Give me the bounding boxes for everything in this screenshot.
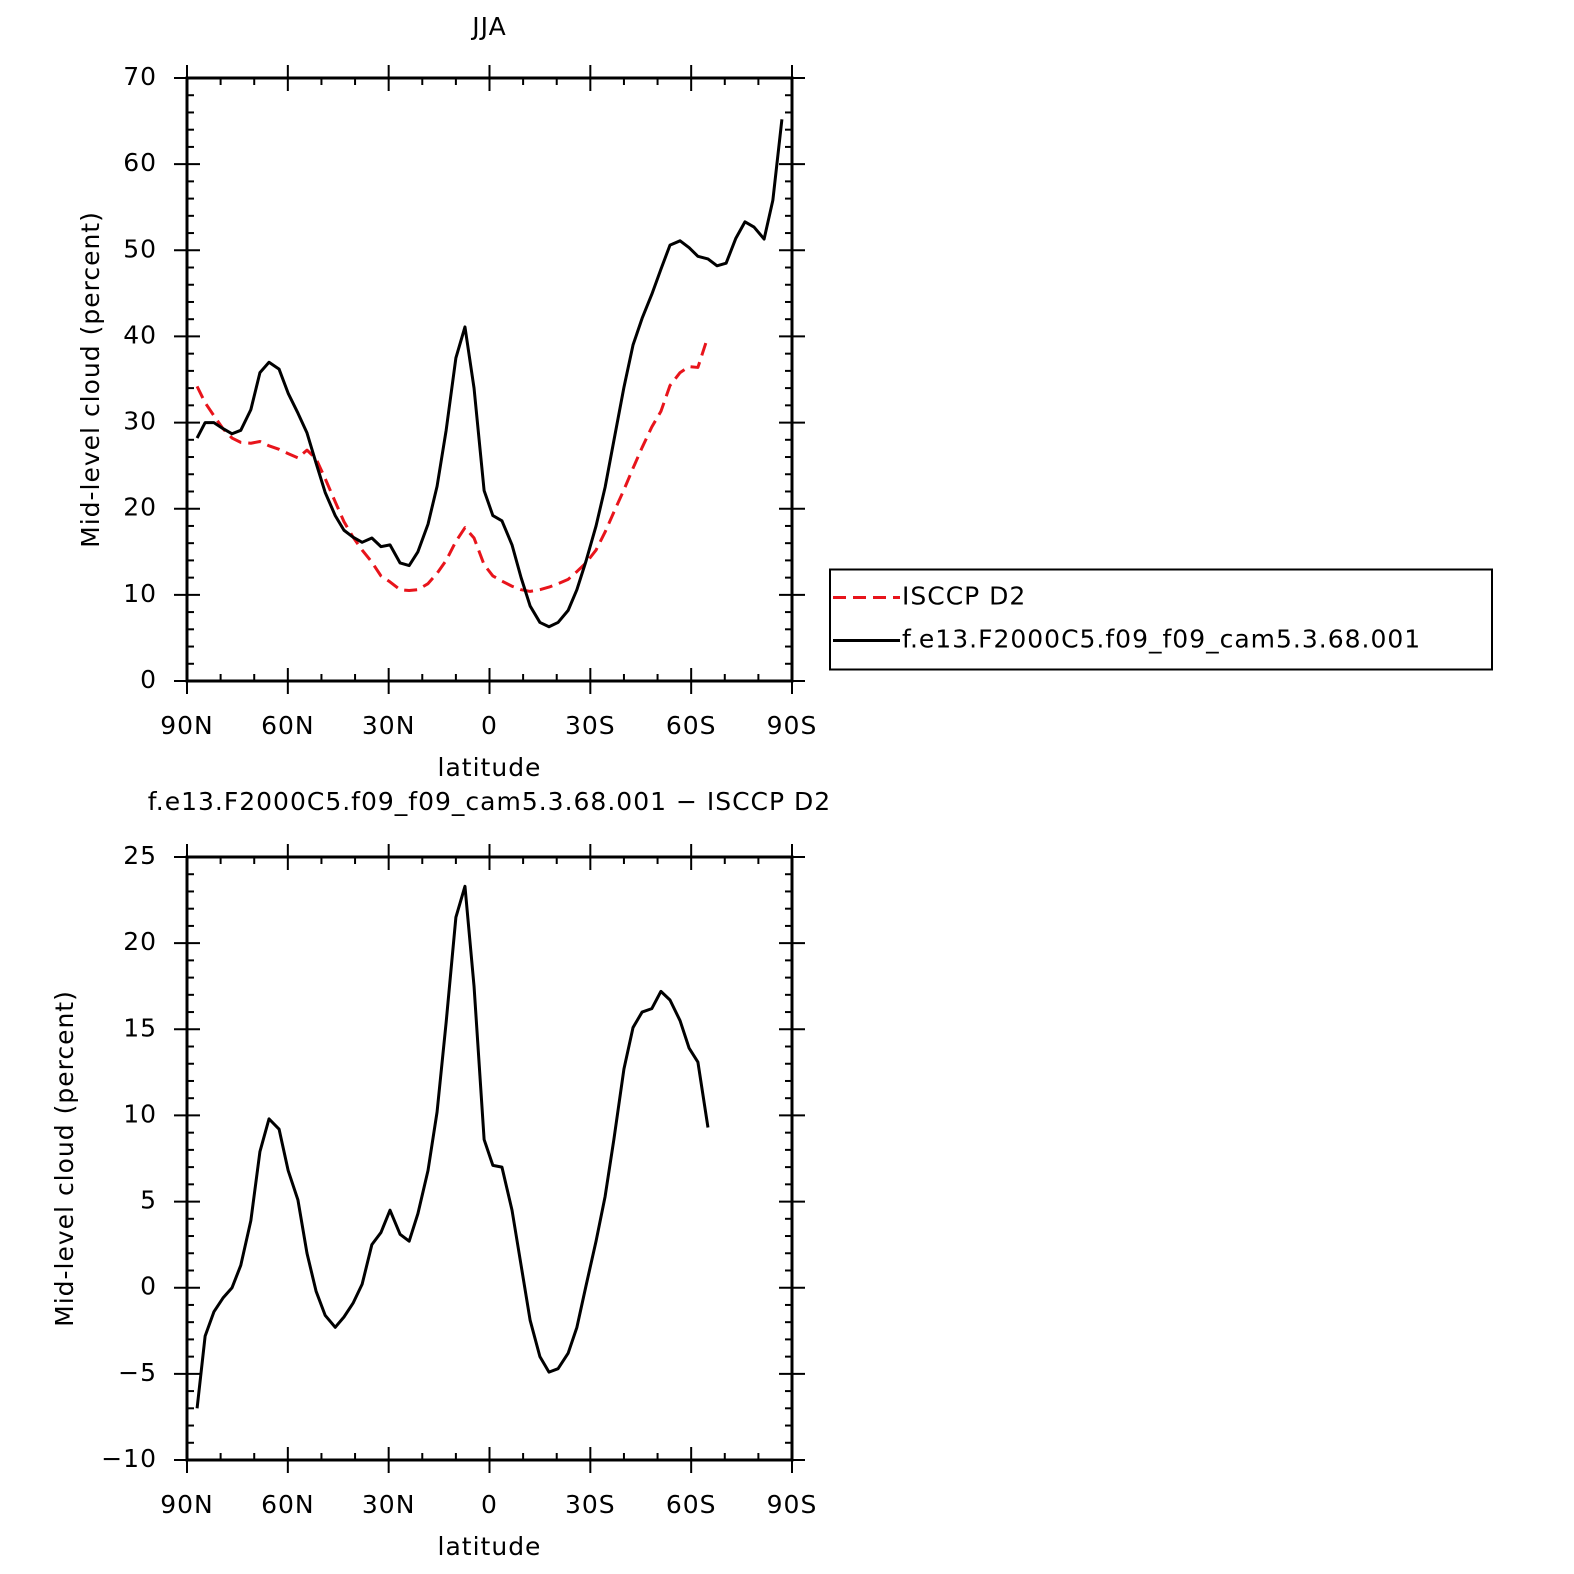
y-tick-label: 50: [123, 234, 157, 263]
y-tick-label: 10: [123, 1099, 157, 1128]
x-tick-label: 30S: [565, 711, 616, 740]
x-tick-label: 30N: [362, 711, 416, 740]
y-tick-label: −10: [101, 1444, 157, 1473]
y-tick-label: 70: [123, 62, 157, 91]
y-axis-label: Mid-level cloud (percent): [50, 990, 79, 1327]
x-tick-label: 60S: [666, 711, 717, 740]
x-tick-label: 60N: [261, 711, 315, 740]
plot-frame: [185, 76, 794, 683]
y-tick-label: 30: [123, 407, 157, 436]
x-tick-label: 0: [481, 711, 498, 740]
y-tick-label: 10: [123, 579, 157, 608]
x-tick-label: 30N: [362, 1490, 416, 1519]
x-tick-label: 90S: [767, 711, 818, 740]
chart-title: JJA: [470, 12, 506, 41]
y-tick-label: 20: [123, 493, 157, 522]
series-line: [195, 884, 710, 1409]
y-tick-label: 5: [140, 1186, 157, 1215]
y-tick-label: 15: [123, 1013, 157, 1042]
x-axis-label: latitude: [438, 1532, 542, 1561]
x-tick-label: 90N: [160, 1490, 214, 1519]
y-tick-label: 0: [140, 1272, 157, 1301]
x-tick-label: 30S: [565, 1490, 616, 1519]
series-line: [195, 119, 784, 629]
x-tick-label: 60N: [261, 1490, 315, 1519]
x-tick-label: 90S: [767, 1490, 818, 1519]
chart-title: f.e13.F2000C5.f09_f09_cam5.3.68.001 − IS…: [148, 787, 831, 816]
y-tick-label: 25: [123, 841, 157, 870]
legend-label: f.e13.F2000C5.f09_f09_cam5.3.68.001: [902, 625, 1421, 654]
legend-label: ISCCP D2: [902, 582, 1026, 611]
x-tick-label: 60S: [666, 1490, 717, 1519]
x-tick-label: 0: [481, 1490, 498, 1519]
y-tick-label: 20: [123, 927, 157, 956]
legend-box: [829, 568, 1493, 671]
y-tick-label: 40: [123, 320, 157, 349]
x-tick-label: 90N: [160, 711, 214, 740]
x-axis-label: latitude: [438, 753, 542, 782]
y-tick-label: 0: [140, 665, 157, 694]
y-tick-label: −5: [118, 1358, 157, 1387]
y-axis-label: Mid-level cloud (percent): [76, 211, 105, 548]
series-line: [195, 335, 710, 593]
y-tick-label: 60: [123, 148, 157, 177]
